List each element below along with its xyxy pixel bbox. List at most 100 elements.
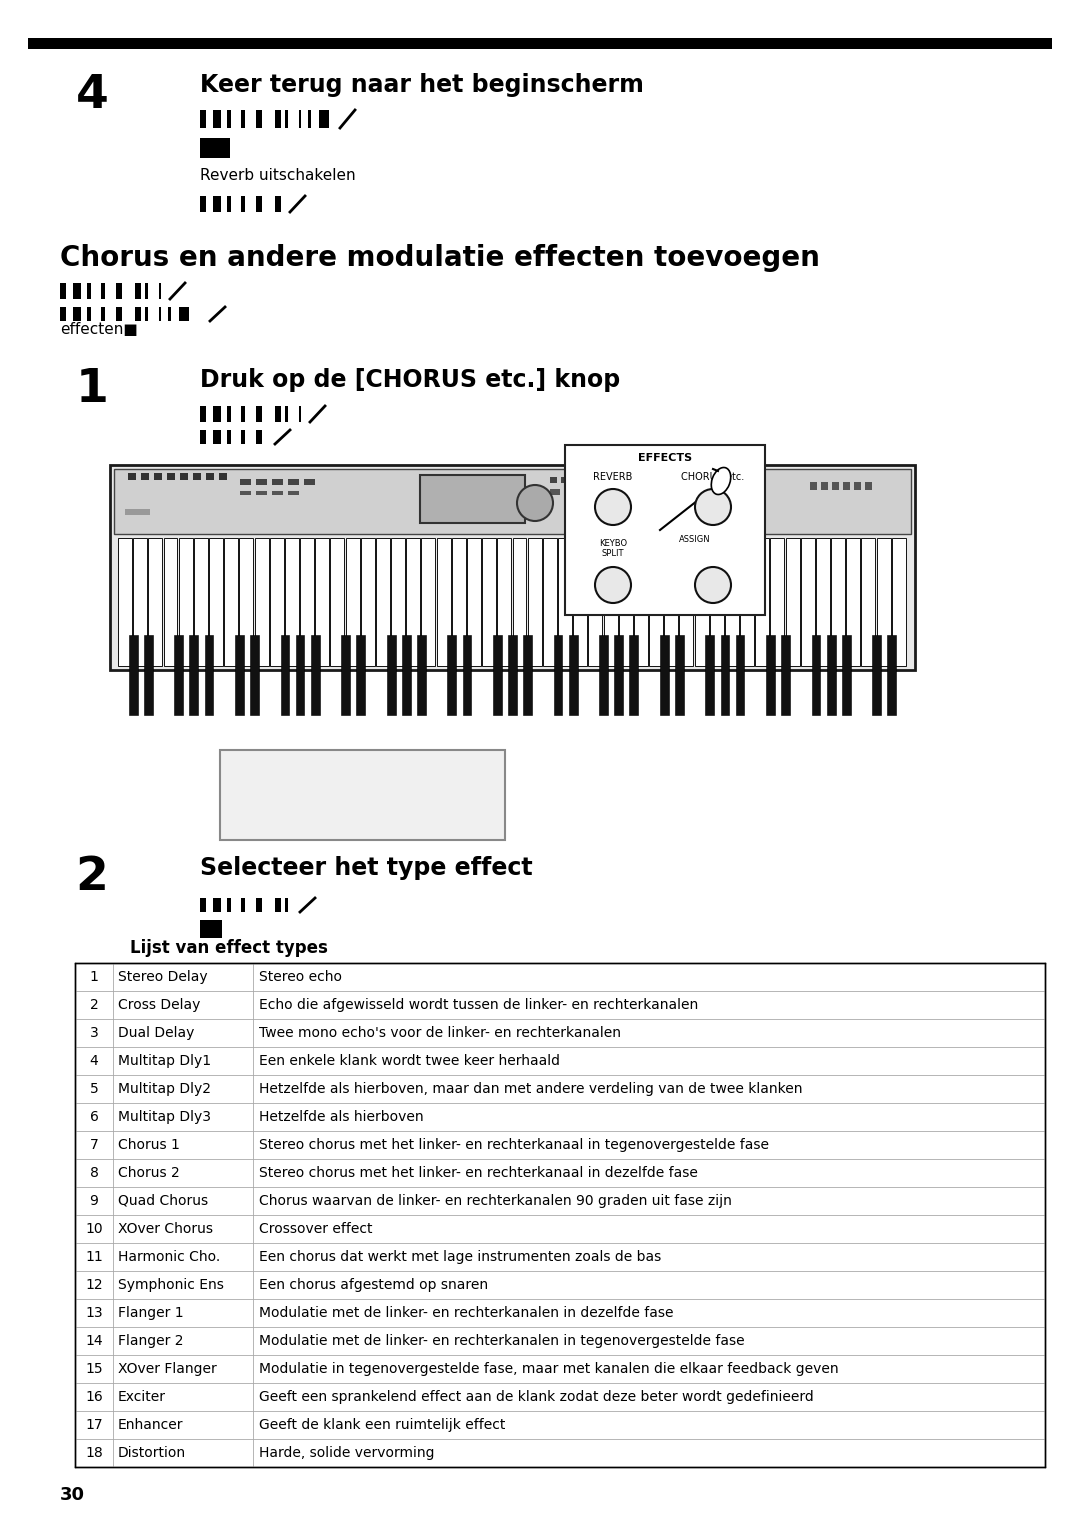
Bar bbox=[200, 406, 206, 422]
Bar bbox=[296, 636, 305, 715]
Text: Multitap Dly1: Multitap Dly1 bbox=[118, 1054, 211, 1068]
Text: Enhancer: Enhancer bbox=[118, 1418, 184, 1432]
Bar bbox=[821, 481, 828, 490]
Text: 9: 9 bbox=[90, 1193, 98, 1209]
Bar bbox=[693, 477, 700, 483]
Bar bbox=[288, 490, 299, 495]
Bar bbox=[285, 406, 288, 422]
Bar bbox=[213, 110, 221, 128]
Bar bbox=[73, 307, 81, 321]
Bar bbox=[210, 538, 222, 666]
Text: Een chorus afgestemd op snaren: Een chorus afgestemd op snaren bbox=[259, 1277, 488, 1293]
Text: 11: 11 bbox=[85, 1250, 103, 1264]
Circle shape bbox=[696, 489, 731, 526]
Bar bbox=[241, 898, 245, 912]
Text: 5: 5 bbox=[90, 1082, 98, 1096]
Text: Modulatie met de linker- en rechterkanalen in tegenovergestelde fase: Modulatie met de linker- en rechterkanal… bbox=[259, 1334, 744, 1348]
Text: Flanger 1: Flanger 1 bbox=[118, 1306, 184, 1320]
Bar bbox=[272, 490, 283, 495]
Bar bbox=[135, 307, 141, 321]
Bar bbox=[311, 636, 320, 715]
Bar bbox=[660, 477, 667, 483]
Bar bbox=[256, 478, 267, 484]
Bar bbox=[671, 477, 678, 483]
Bar bbox=[102, 283, 105, 299]
Text: 30: 30 bbox=[60, 1487, 85, 1504]
Bar bbox=[240, 538, 254, 666]
Text: Chorus en andere modulatie effecten toevoegen: Chorus en andere modulatie effecten toev… bbox=[60, 244, 820, 272]
Bar bbox=[566, 489, 576, 495]
Bar bbox=[285, 898, 288, 912]
Bar bbox=[144, 636, 152, 715]
Bar bbox=[781, 636, 789, 715]
Bar bbox=[200, 196, 206, 212]
Bar bbox=[662, 489, 672, 495]
Text: 12: 12 bbox=[85, 1277, 103, 1293]
Bar bbox=[497, 538, 511, 666]
Bar bbox=[482, 538, 496, 666]
Text: ASSIGN: ASSIGN bbox=[679, 535, 711, 544]
Text: Multitap Dly2: Multitap Dly2 bbox=[118, 1082, 211, 1096]
Bar bbox=[550, 477, 557, 483]
Text: 2: 2 bbox=[90, 998, 98, 1012]
Bar bbox=[467, 538, 481, 666]
Bar bbox=[528, 538, 542, 666]
Bar bbox=[73, 283, 81, 299]
Bar bbox=[646, 489, 656, 495]
Bar bbox=[447, 636, 456, 715]
Bar bbox=[785, 538, 799, 666]
Bar bbox=[582, 489, 592, 495]
Text: EFFECTS: EFFECTS bbox=[638, 452, 692, 463]
Text: Hetzelfde als hierboven, maar dan met andere verdeling van de twee klanken: Hetzelfde als hierboven, maar dan met an… bbox=[259, 1082, 802, 1096]
Bar bbox=[240, 490, 251, 495]
Bar bbox=[300, 538, 314, 666]
Text: 4: 4 bbox=[90, 1054, 98, 1068]
Bar bbox=[159, 283, 161, 299]
Bar bbox=[594, 477, 600, 483]
Bar bbox=[256, 429, 262, 445]
Bar bbox=[660, 636, 669, 715]
Bar bbox=[800, 538, 814, 666]
Bar bbox=[330, 538, 345, 666]
Bar bbox=[826, 636, 836, 715]
Bar bbox=[241, 429, 245, 445]
Bar bbox=[270, 538, 284, 666]
Bar bbox=[28, 38, 1052, 49]
Text: KEYBO: KEYBO bbox=[599, 538, 627, 547]
Bar bbox=[598, 489, 608, 495]
Bar bbox=[129, 474, 136, 480]
Text: Cross Delay: Cross Delay bbox=[118, 998, 201, 1012]
Bar bbox=[204, 636, 214, 715]
Bar bbox=[193, 474, 201, 480]
Text: 4: 4 bbox=[76, 72, 108, 118]
Bar bbox=[681, 477, 689, 483]
Bar bbox=[285, 110, 288, 128]
Bar bbox=[275, 406, 281, 422]
Text: Hetzelfde als hierboven: Hetzelfde als hierboven bbox=[259, 1109, 423, 1125]
Bar bbox=[220, 750, 505, 840]
Bar bbox=[543, 538, 557, 666]
Bar bbox=[361, 538, 375, 666]
Bar bbox=[241, 406, 245, 422]
Bar bbox=[178, 538, 192, 666]
Bar bbox=[630, 489, 640, 495]
Text: Modulatie in tegenovergestelde fase, maar met kanalen die elkaar feedback geven: Modulatie in tegenovergestelde fase, maa… bbox=[259, 1361, 839, 1377]
Bar bbox=[492, 636, 502, 715]
Bar bbox=[811, 636, 821, 715]
Bar bbox=[102, 307, 105, 321]
Bar bbox=[630, 636, 638, 715]
Bar bbox=[200, 429, 206, 445]
Bar bbox=[315, 538, 329, 666]
Bar bbox=[235, 636, 244, 715]
Bar bbox=[167, 474, 175, 480]
Bar bbox=[154, 474, 162, 480]
Bar bbox=[219, 474, 227, 480]
Bar bbox=[862, 538, 876, 666]
Bar bbox=[303, 478, 315, 484]
Bar bbox=[508, 636, 517, 715]
Text: Stereo chorus met het linker- en rechterkanaal in tegenovergestelde fase: Stereo chorus met het linker- en rechter… bbox=[259, 1138, 769, 1152]
Text: Selecteer het type effect: Selecteer het type effect bbox=[200, 856, 532, 880]
Text: Twee mono echo's voor de linker- en rechterkanalen: Twee mono echo's voor de linker- en rech… bbox=[259, 1025, 621, 1041]
Circle shape bbox=[696, 567, 731, 604]
Text: 6: 6 bbox=[90, 1109, 98, 1125]
